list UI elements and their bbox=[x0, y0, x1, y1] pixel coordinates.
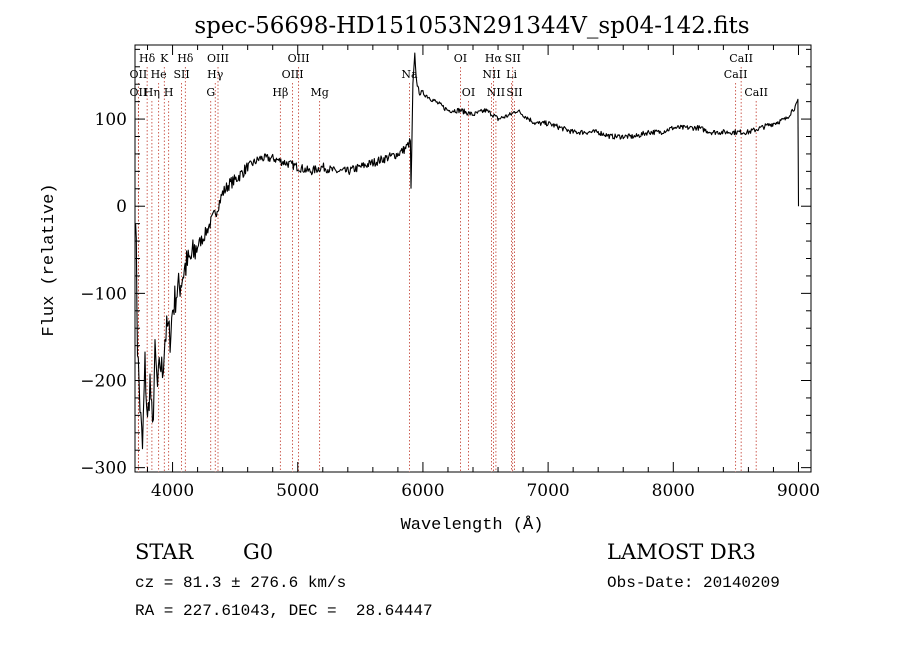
obs-date: Obs-Date: 20140209 bbox=[607, 574, 780, 592]
x-tick-label: 7000 bbox=[526, 481, 569, 501]
marker-label-oiii: OIII bbox=[288, 52, 310, 65]
marker-label-sii: SII bbox=[173, 68, 189, 81]
x-tick-label: 4000 bbox=[151, 481, 194, 501]
marker-label-k: K bbox=[160, 52, 169, 65]
marker-label-hα: Hα bbox=[485, 52, 503, 65]
marker-label-hδ: Hδ bbox=[139, 52, 156, 65]
marker-label-caii: CaII bbox=[729, 52, 753, 65]
marker-label-h: H bbox=[164, 86, 174, 99]
marker-label-oiii: OIII bbox=[207, 52, 229, 65]
survey-name: LAMOST DR3 bbox=[607, 540, 756, 564]
marker-label-caii: CaII bbox=[744, 86, 768, 99]
marker-label-nii: NII bbox=[482, 68, 500, 81]
marker-label-hη: Hη bbox=[144, 86, 160, 99]
x-tick-label: 8000 bbox=[652, 481, 695, 501]
x-tick-label: 5000 bbox=[276, 481, 319, 501]
y-tick-label: 100 bbox=[95, 110, 127, 130]
object-class: STAR bbox=[135, 540, 193, 564]
plot-frame bbox=[135, 45, 811, 472]
marker-label-nii: NII bbox=[487, 86, 505, 99]
marker-label-sii: SII bbox=[505, 52, 521, 65]
x-axis: 4000 5000 6000 7000 8000 9000 bbox=[148, 45, 821, 501]
y-tick-label: −200 bbox=[80, 372, 127, 392]
marker-label-oiii: OIII bbox=[282, 68, 304, 81]
y-tick-label: −100 bbox=[80, 284, 127, 304]
x-tick-label: 6000 bbox=[401, 481, 444, 501]
marker-label-he: He bbox=[151, 68, 167, 81]
marker-label-oii: OII bbox=[130, 68, 148, 81]
coordinates: RA = 227.61043, DEC = 28.64447 bbox=[135, 602, 433, 620]
marker-label-sii: SII bbox=[506, 86, 522, 99]
chart-title: spec-56698-HD151053N291344V_sp04-142.fit… bbox=[194, 13, 749, 39]
marker-label-oi: OI bbox=[454, 52, 467, 65]
marker-label-mg: Mg bbox=[310, 86, 328, 99]
marker-label-hγ: Hγ bbox=[207, 68, 224, 81]
marker-label-caii: CaII bbox=[724, 68, 748, 81]
marker-label-hβ: Hβ bbox=[272, 86, 288, 99]
y-axis-label: Flux (relative) bbox=[40, 183, 59, 336]
marker-label-oi: OI bbox=[462, 86, 475, 99]
y-tick-label: 0 bbox=[116, 197, 127, 217]
spectrum-line bbox=[136, 53, 799, 449]
marker-label-g: G bbox=[206, 86, 215, 99]
marker-label-li: Li bbox=[506, 68, 517, 81]
marker-label-hδ: Hδ bbox=[177, 52, 194, 65]
x-axis-label: Wavelength (Å) bbox=[401, 516, 544, 535]
y-tick-label: −300 bbox=[80, 459, 127, 479]
y-axis: −300 −200 −100 0 100 bbox=[80, 49, 811, 478]
x-tick-label: 9000 bbox=[777, 481, 820, 501]
object-subclass: G0 bbox=[243, 540, 273, 564]
redshift-value: cz = 81.3 ± 276.6 km/s bbox=[135, 574, 346, 592]
